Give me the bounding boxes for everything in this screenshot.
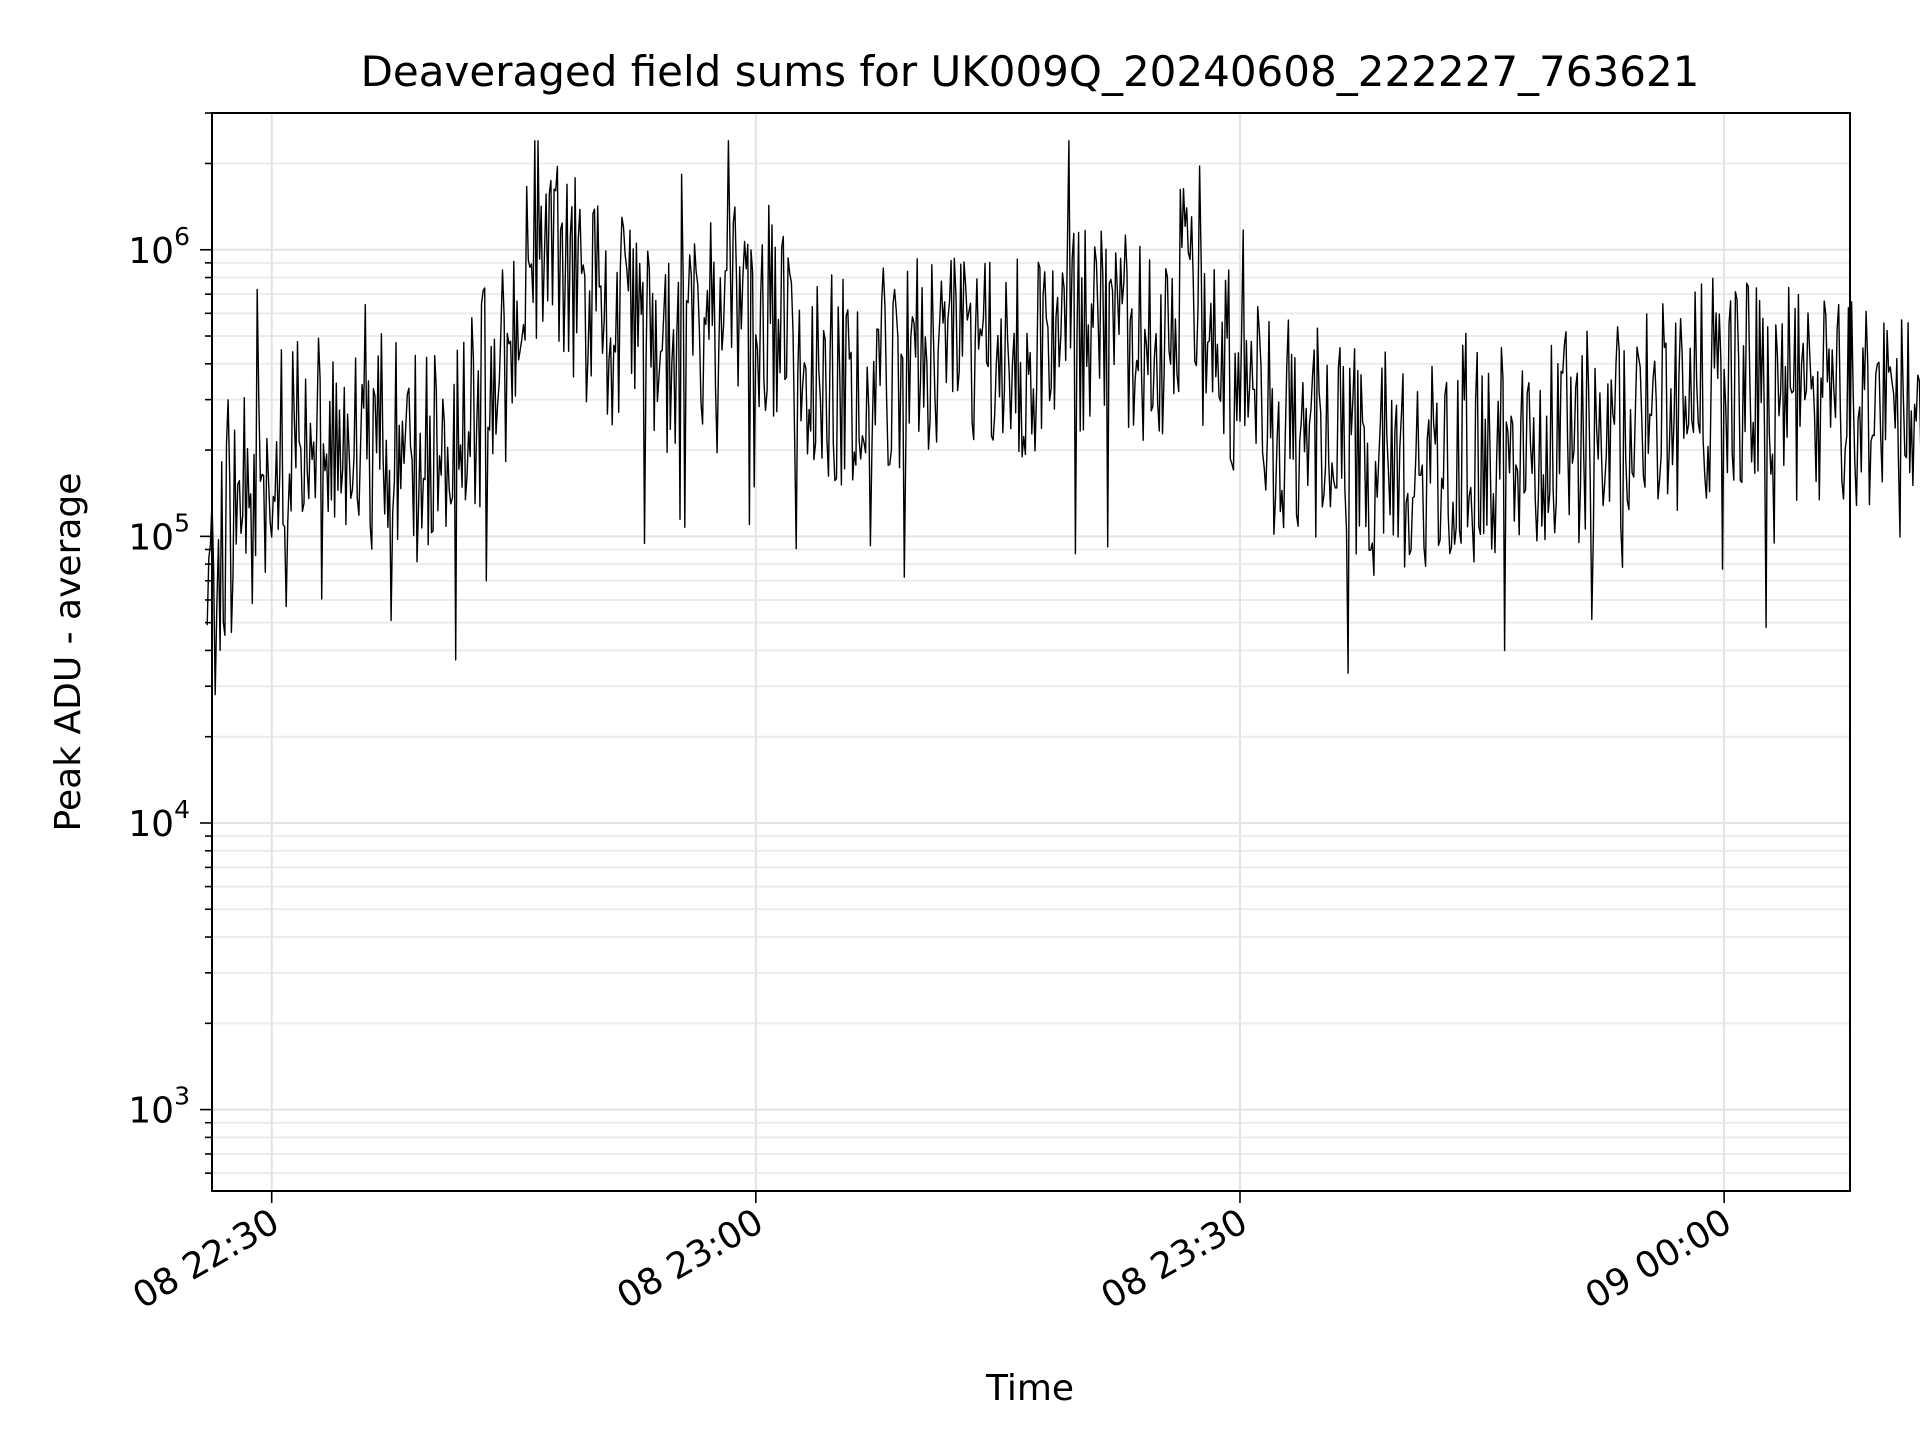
x-tick-label: 08 23:30	[1095, 1201, 1255, 1317]
x-tick-label: 08 23:00	[610, 1201, 770, 1317]
y-axis-ticks: 103 104 105 106	[128, 112, 212, 1174]
x-tick-label: 09 00:00	[1579, 1201, 1739, 1317]
y-tick-label: 105	[128, 508, 190, 558]
x-axis-label: Time	[985, 1368, 1074, 1409]
grid-lines	[212, 112, 1850, 1191]
series-line	[206, 140, 1920, 696]
plot-frame	[211, 112, 1851, 1192]
y-tick-label: 103	[128, 1082, 190, 1132]
x-tick-label: 08 22:30	[126, 1201, 286, 1317]
y-tick-label: 104	[128, 795, 190, 845]
chart-title: Deaveraged field sums for UK009Q_2024060…	[361, 47, 1700, 96]
y-tick-label: 106	[128, 222, 190, 272]
y-axis-label: Peak ADU - average	[48, 473, 89, 832]
